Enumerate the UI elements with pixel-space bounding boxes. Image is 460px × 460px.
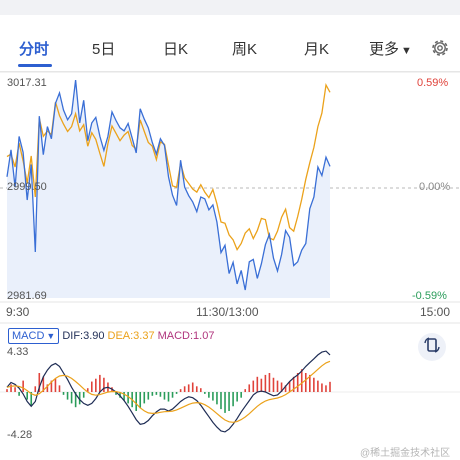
macd-min-label: -4.28	[7, 429, 33, 441]
price-mid-label: 2999.50	[7, 181, 47, 193]
indicator-name: MACD	[12, 330, 45, 342]
tab-daily-k[interactable]: 日K	[163, 41, 189, 58]
dif-value: DIF:3.90	[62, 330, 105, 342]
tab-intraday[interactable]: 分时	[19, 41, 50, 58]
macd-indicator-bar: MACD ▼ DIF:3.90 DEA:3.37 MACD:1.07	[8, 327, 214, 345]
rotate-screen-icon	[423, 336, 441, 359]
dea-value: DEA:3.37	[107, 330, 155, 342]
caret-down-icon: ▼	[46, 331, 56, 341]
pct-low-label: -0.59%	[412, 290, 447, 302]
gear-icon[interactable]	[429, 37, 451, 59]
pct-mid-label: 0.00%	[419, 181, 451, 193]
pct-high-label: 0.59%	[417, 77, 449, 89]
status-bar-strip	[0, 0, 460, 15]
price-area-fill	[7, 80, 330, 298]
time-start-label: 9:30	[6, 305, 30, 319]
macd-max-label: 4.33	[7, 346, 29, 358]
tab-monthly-k[interactable]: 月K	[304, 41, 330, 58]
indicator-dropdown[interactable]: MACD ▼	[8, 328, 60, 344]
macd-value: MACD:1.07	[157, 330, 215, 342]
chart-grid	[0, 71, 460, 393]
tab-more[interactable]: 更多 ▼	[369, 38, 412, 59]
dea-line	[6, 360, 331, 423]
avg-price-line	[6, 82, 331, 251]
rotate-screen-button[interactable]	[418, 333, 446, 361]
price-line	[6, 80, 331, 291]
price-high-label: 3017.31	[7, 77, 47, 89]
caret-down-icon: ▼	[401, 45, 412, 57]
price-low-label: 2981.69	[7, 290, 47, 302]
time-mid-label: 11:30/13:00	[196, 305, 259, 319]
macd-histogram	[6, 369, 331, 413]
period-tabs: 分时 5日 日K 周K 月K 更多 ▼	[0, 30, 460, 66]
tab-more-label: 更多	[369, 41, 400, 58]
tab-5day[interactable]: 5日	[92, 41, 116, 58]
active-tab-indicator	[18, 64, 52, 67]
time-end-label: 15:00	[420, 305, 451, 319]
tab-weekly-k[interactable]: 周K	[232, 41, 258, 58]
watermark: @稀土掘金技术社区	[360, 448, 451, 459]
